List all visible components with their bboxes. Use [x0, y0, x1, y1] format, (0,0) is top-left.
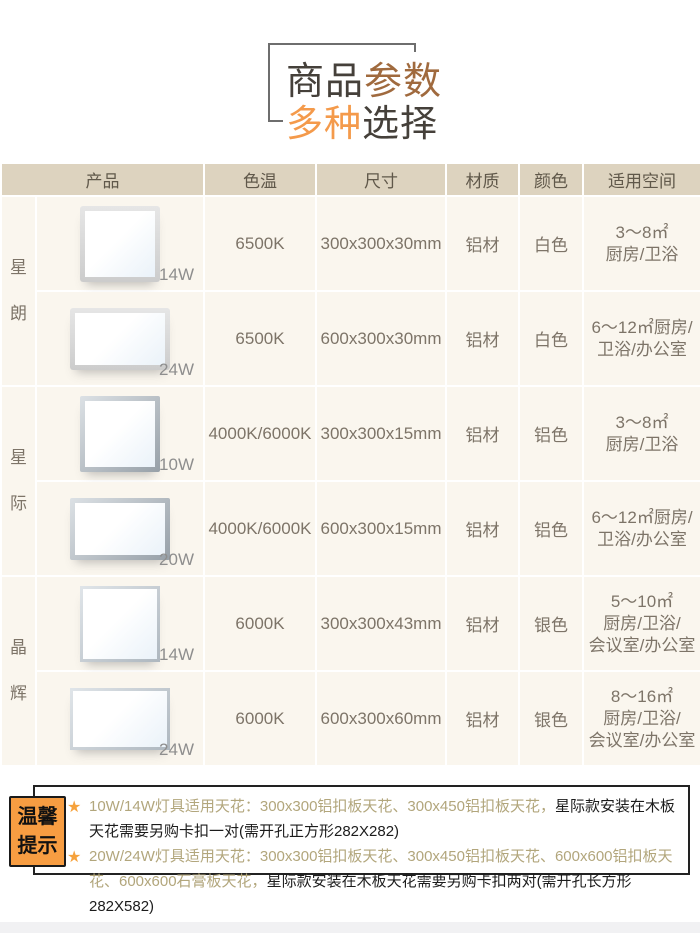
- material-cell: 铝材: [445, 575, 520, 672]
- color-cell: 银色: [518, 575, 584, 672]
- subtitle-part-dark: 选择: [362, 103, 438, 144]
- warm-tip-badge: 温馨提示: [9, 796, 66, 867]
- title-part-dark: 商品: [286, 61, 365, 103]
- table-header-row: 产品 色温 尺寸 材质 颜色 适用空间: [0, 162, 700, 197]
- product-image-cell: 14W: [35, 575, 205, 672]
- color-cell: 白色: [518, 290, 584, 387]
- table-row: 20W 4000K/6000K 600x300x15mm 铝材 铝色 6～12㎡…: [1, 480, 700, 577]
- series-label-xingji: 星际: [0, 385, 37, 577]
- panel-light-image: [70, 497, 170, 560]
- header-size: 尺寸: [315, 162, 447, 197]
- color-temp-cell: 6000K: [203, 575, 317, 672]
- color-cell: 铝色: [518, 385, 584, 482]
- material-cell: 铝材: [445, 195, 520, 292]
- star-icon: ★: [67, 799, 82, 816]
- material-cell: 铝材: [445, 670, 520, 767]
- size-cell: 300x300x15mm: [315, 385, 447, 482]
- note-item-1: ★ 10W/14W灯具适用天花：300x300铝扣板天花、300x450铝扣板天花…: [67, 794, 680, 844]
- title-part-brown: 参数: [364, 61, 443, 103]
- size-cell: 300x300x30mm: [315, 195, 447, 292]
- color-temp-cell: 4000K/6000K: [203, 480, 317, 577]
- series-label-xinglang: 星朗: [0, 195, 37, 387]
- color-cell: 银色: [518, 670, 584, 767]
- title-block: 商品参数 多种选择: [0, 0, 700, 162]
- color-temp-cell: 6500K: [203, 290, 317, 387]
- subtitle-part-orange: 多种: [286, 103, 362, 144]
- product-image-cell: 24W: [35, 290, 205, 387]
- table-row: 星际 10W 4000K/6000K 300x300x15mm 铝材 铝色 3～…: [0, 385, 700, 577]
- color-temp-cell: 6000K: [203, 670, 317, 767]
- wattage-label: 20W: [159, 550, 194, 569]
- page-subtitle: 多种选择: [286, 93, 438, 147]
- table-row: 星朗 14W 6500K 300x300x30mm 铝材 白色 3～8㎡ 厨房/…: [0, 195, 700, 387]
- note-1-muted-text: 10W/14W灯具适用天花：300x300铝扣板天花、300x450铝扣板天花，: [89, 798, 555, 815]
- note-2-muted-text: 20W/24W灯具适用天花：300x300铝扣板天花、300x450铝扣板天花、…: [89, 848, 673, 890]
- wattage-label: 10W: [159, 455, 194, 474]
- panel-light-image: [80, 585, 160, 662]
- header-material: 材质: [445, 162, 520, 197]
- table-row: 24W 6500K 600x300x30mm 铝材 白色 6～12㎡厨房/ 卫浴…: [1, 290, 700, 387]
- size-cell: 300x300x43mm: [315, 575, 447, 672]
- header-space: 适用空间: [582, 162, 700, 197]
- panel-light-image: [80, 205, 160, 282]
- table-row: 24W 6000K 600x300x60mm 铝材 银色 8～16㎡ 厨房/卫浴…: [1, 670, 700, 767]
- note-item-2: ★ 20W/24W灯具适用天花：300x300铝扣板天花、300x450铝扣板天花…: [67, 844, 680, 919]
- size-cell: 600x300x60mm: [315, 670, 447, 767]
- header-product: 产品: [0, 162, 205, 197]
- bottom-divider-strip: [0, 922, 700, 933]
- star-icon: ★: [67, 849, 82, 866]
- wattage-label: 24W: [159, 740, 194, 759]
- wattage-label: 14W: [159, 645, 194, 664]
- product-image-cell: 14W: [35, 195, 205, 292]
- space-cell: 6～12㎡厨房/ 卫浴/办公室: [582, 290, 700, 387]
- wattage-label: 24W: [159, 360, 194, 379]
- space-cell: 8～16㎡ 厨房/卫浴/ 会议室/办公室: [582, 670, 700, 767]
- material-cell: 铝材: [445, 480, 520, 577]
- material-cell: 铝材: [445, 385, 520, 482]
- product-image-cell: 10W: [35, 385, 205, 482]
- space-cell: 5～10㎡ 厨房/卫浴/ 会议室/办公室: [582, 575, 700, 672]
- header-color-temp: 色温: [203, 162, 317, 197]
- title-corner-bracket: [268, 43, 416, 122]
- color-cell: 白色: [518, 195, 584, 292]
- color-cell: 铝色: [518, 480, 584, 577]
- product-spec-table: 产品 色温 尺寸 材质 颜色 适用空间 星朗 14W 6500K 300x300…: [0, 162, 700, 767]
- panel-light-image: [70, 307, 170, 370]
- product-image-cell: 24W: [35, 670, 205, 767]
- panel-light-image: [80, 395, 160, 472]
- color-temp-cell: 4000K/6000K: [203, 385, 317, 482]
- header-color: 颜色: [518, 162, 584, 197]
- size-cell: 600x300x15mm: [315, 480, 447, 577]
- space-cell: 6～12㎡厨房/ 卫浴/办公室: [582, 480, 700, 577]
- space-cell: 3～8㎡ 厨房/卫浴: [582, 195, 700, 292]
- note-2-strong-text: 星际款安装在木板天花需要另购卡扣两对(需开孔长方形282X582): [89, 873, 632, 915]
- wattage-label: 14W: [159, 265, 194, 284]
- space-cell: 3～8㎡ 厨房/卫浴: [582, 385, 700, 482]
- product-image-cell: 20W: [35, 480, 205, 577]
- warm-tip-label: 温馨提示: [17, 805, 58, 857]
- panel-light-image: [70, 687, 170, 750]
- size-cell: 600x300x30mm: [315, 290, 447, 387]
- note-1-strong-text: 星际款安装在木板天花需要另购卡扣一对(需开孔正方形282X282): [89, 798, 675, 840]
- table-row: 晶辉 14W 6000K 300x300x43mm 铝材 银色 5～10㎡ 厨房…: [0, 575, 700, 767]
- series-label-jinghui: 晶辉: [0, 575, 37, 767]
- notes-box: ★ 10W/14W灯具适用天花：300x300铝扣板天花、300x450铝扣板天花…: [33, 785, 690, 915]
- color-temp-cell: 6500K: [203, 195, 317, 292]
- material-cell: 铝材: [445, 290, 520, 387]
- page-title: 商品参数: [286, 50, 442, 105]
